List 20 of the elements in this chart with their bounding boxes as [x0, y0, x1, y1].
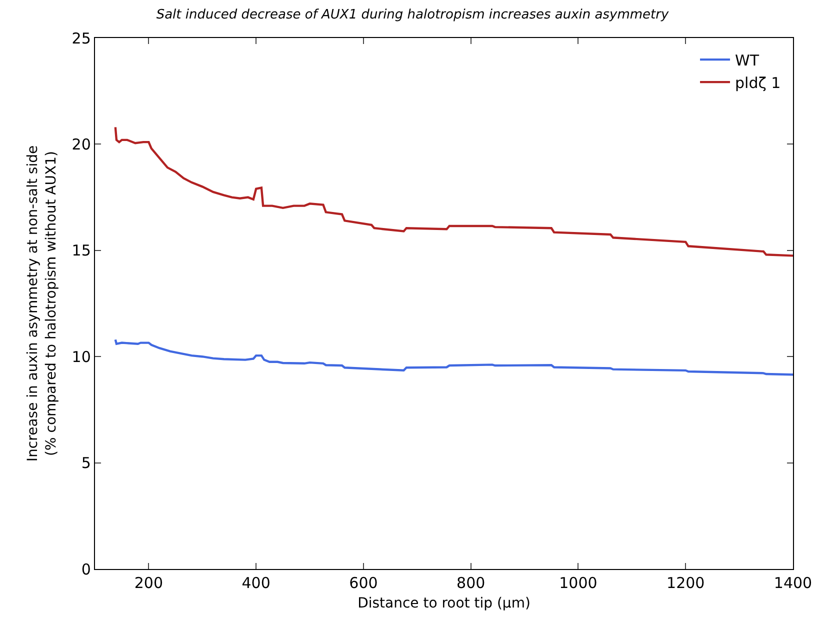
x-tick-label: 600 — [349, 574, 378, 592]
line-series — [114, 338, 793, 376]
x-tick-label: 200 — [134, 574, 164, 592]
legend-label: pldζ 1 — [735, 74, 781, 92]
x-tick-label: 800 — [456, 574, 486, 592]
chart-title: Salt induced decrease of AUX1 during halotropism increases auxin asymmetry — [156, 8, 669, 23]
y-tick-label: 10 — [72, 348, 91, 366]
legend-label: WT — [735, 51, 760, 70]
x-axis-title: Distance to root tip (μm) — [358, 595, 530, 612]
y-tick-label: 20 — [72, 135, 91, 154]
y-tick-label: 15 — [72, 242, 91, 260]
y-tick-label: 5 — [81, 454, 91, 472]
y-axis-title: Increase in auxin asymmetry at non-salt side (% compared to halotropism without AUX1) — [25, 145, 60, 462]
y-tick-label: 25 — [72, 29, 91, 48]
line-series — [114, 126, 793, 257]
x-tick-label: 400 — [242, 574, 270, 592]
x-tick-label: 1400 — [774, 574, 812, 592]
x-tick-label: 1000 — [559, 574, 598, 592]
y-tick-label: 0 — [81, 560, 91, 578]
x-tick-label: 1200 — [666, 574, 705, 592]
